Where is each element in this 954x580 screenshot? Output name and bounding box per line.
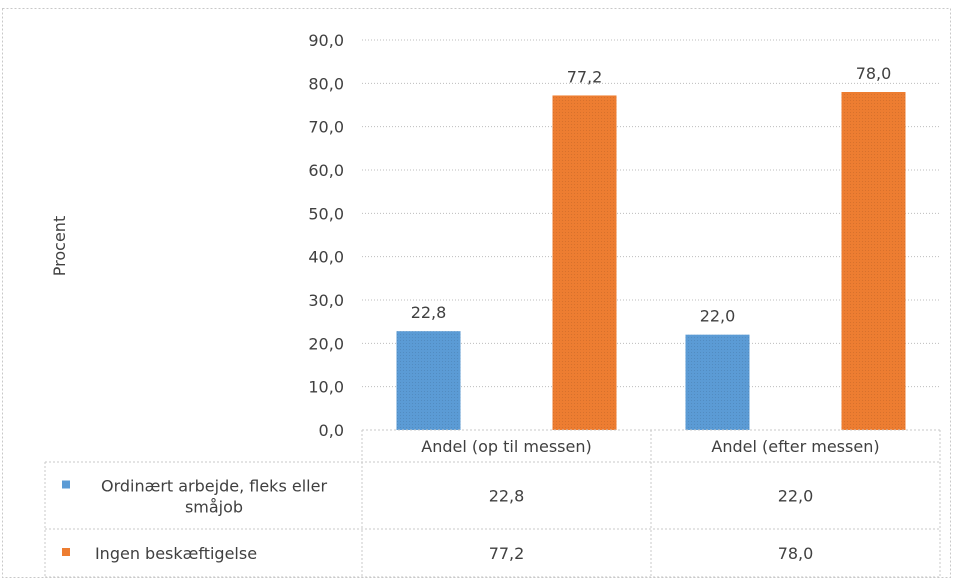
bar-group: 22,0 [685, 307, 750, 430]
bar-group: 22,8 [396, 303, 461, 430]
data-label: 77,2 [567, 67, 603, 86]
y-tick-label: 10,0 [308, 378, 344, 397]
data-label: 78,0 [856, 64, 892, 83]
y-tick-label: 40,0 [308, 248, 344, 267]
y-tick-label: 70,0 [308, 118, 344, 137]
category-label: Andel (op til messen) [421, 437, 591, 456]
data-table: Andel (op til messen) Andel (efter messen… [44, 429, 941, 578]
data-label: 22,0 [700, 307, 736, 326]
table-cell: 77,2 [489, 544, 525, 563]
chart-border [2, 8, 951, 578]
y-tick-label: 0,0 [319, 421, 344, 440]
bar-texture [685, 334, 750, 430]
y-axis-title: Procent [50, 216, 69, 276]
y-tick-label: 90,0 [308, 31, 344, 50]
y-tick-label: 60,0 [308, 161, 344, 180]
legend-key [62, 480, 70, 489]
bar-texture [552, 95, 617, 430]
y-tick-label: 50,0 [308, 204, 344, 223]
bar-group: 77,2 [552, 67, 617, 430]
bar-texture [396, 331, 461, 430]
y-axis: 0,0 10,0 20,0 30,0 40,0 50,0 60,0 70,0 80,0 90,0 [308, 31, 344, 440]
y-tick-label: 20,0 [308, 334, 344, 353]
data-label: 22,8 [411, 303, 447, 322]
bar-group: 78,0 [841, 64, 906, 430]
table-cell: 22,8 [489, 487, 525, 506]
table-cell: 78,0 [778, 544, 814, 563]
category-label: Andel (efter messen) [711, 437, 879, 456]
legend-key [62, 548, 70, 556]
table-cell: 22,0 [778, 487, 814, 506]
bar-texture [841, 92, 906, 430]
series-name: Ingen beskæftigelse [95, 544, 257, 563]
y-tick-label: 30,0 [308, 291, 344, 310]
series-name: Ordinært arbejde, fleks eller småjob [101, 477, 327, 517]
y-tick-label: 80,0 [308, 74, 344, 93]
plot-area: 22,8 22,0 77,2 78,0 [396, 64, 906, 430]
